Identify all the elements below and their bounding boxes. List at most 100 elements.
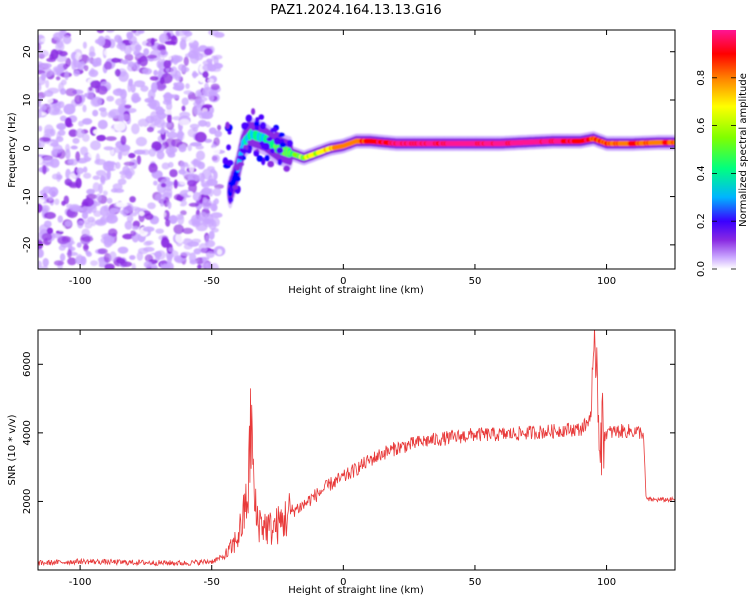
onset-blob (270, 148, 275, 154)
noise-blob (169, 169, 178, 178)
noise-blob (60, 79, 67, 86)
noise-blob (41, 233, 53, 241)
noise-blob (165, 219, 171, 227)
noise-blob (124, 53, 134, 62)
noise-blob (180, 251, 191, 257)
y-tick-label: 0 (22, 145, 33, 151)
noise-blob (111, 57, 121, 63)
noise-blob (90, 219, 97, 227)
noise-blob (59, 253, 66, 262)
spectrogram-y-ticks: -20 -10 0 10 20 (22, 45, 675, 253)
noise-blob (163, 59, 172, 69)
noise-blob (161, 263, 170, 269)
noise-blob (186, 36, 195, 43)
noise-blob (103, 146, 114, 151)
noise-blob (97, 248, 108, 255)
noise-blob (92, 175, 101, 180)
noise-blob (46, 103, 57, 108)
noise-blob (90, 260, 98, 266)
spectrogram-frame (37, 29, 676, 270)
noise-blob (86, 251, 92, 257)
noise-blob (176, 194, 184, 202)
noise-blob (166, 131, 179, 139)
noise-blob (76, 167, 84, 175)
noise-blob (113, 121, 126, 132)
noise-blob (126, 31, 134, 39)
noise-blob (201, 199, 212, 210)
noise-blob (46, 227, 54, 235)
noise-blob (206, 58, 213, 63)
noise-blob (38, 156, 43, 165)
noise-blob (68, 129, 78, 138)
noise-blob (82, 104, 87, 113)
noise-blob (117, 246, 129, 254)
signal-core (672, 139, 675, 146)
noise-blob (151, 171, 163, 178)
noise-blob (48, 186, 59, 197)
noise-blob (208, 90, 216, 96)
noise-blob (58, 30, 65, 39)
noise-blob (57, 123, 66, 131)
onset-blob (259, 141, 265, 146)
figure-title: PAZ1.2024.164.13.13.G16 (270, 3, 441, 18)
noise-blob (38, 50, 49, 58)
noise-blob (55, 50, 64, 55)
noise-blob (160, 182, 167, 188)
noise-blob (109, 208, 121, 213)
noise-blob (95, 193, 102, 202)
snr-background (38, 330, 675, 570)
noise-blob (124, 220, 133, 230)
noise-blob (94, 158, 106, 166)
noise-blob (164, 109, 173, 115)
noise-blob (84, 222, 93, 229)
snr-panel: -100 -50 0 50 100 2000 4000 6000 Height of str… (7, 329, 676, 596)
noise-blob (67, 257, 77, 266)
noise-blob (39, 193, 49, 200)
noise-blob (42, 258, 49, 267)
spectrogram-x-label: Height of straight line (km) (288, 285, 424, 296)
x-tick-label: -50 (204, 577, 220, 588)
noise-blob (108, 228, 118, 237)
x-tick-label: -100 (69, 276, 92, 287)
noise-blob (213, 32, 225, 38)
noise-blob (205, 235, 210, 245)
noise-blob (188, 202, 200, 207)
noise-blob (160, 122, 172, 128)
noise-blob (202, 257, 207, 263)
noise-blob (210, 262, 219, 269)
noise-blob (106, 197, 113, 204)
noise-blob (39, 104, 47, 113)
noise-blob (137, 30, 145, 34)
noise-blob (55, 76, 61, 81)
noise-blob (90, 80, 101, 89)
noise-blob (81, 236, 94, 242)
noise-blob (202, 104, 213, 109)
onset-blob (253, 151, 260, 157)
noise-blob (129, 255, 136, 260)
onset-blob (266, 137, 273, 142)
noise-blob (40, 265, 49, 269)
noise-blob (40, 37, 52, 43)
onset-blob (259, 122, 267, 130)
noise-blob (167, 113, 172, 124)
noise-blob (153, 180, 158, 186)
noise-blob (83, 30, 89, 35)
noise-blob (195, 145, 204, 150)
noise-blob (177, 129, 184, 141)
noise-blob (136, 251, 144, 261)
noise-blob (95, 170, 107, 177)
noise-blob (161, 235, 168, 241)
noise-blob (80, 219, 91, 224)
noise-blob (56, 131, 61, 140)
onset-blob (241, 122, 250, 128)
noise-blob (77, 61, 86, 71)
noise-blob (183, 56, 189, 67)
noise-blob (208, 230, 215, 240)
noise-blob (100, 175, 106, 185)
noise-blob (82, 41, 87, 49)
noise-blob (38, 42, 42, 52)
noise-blob (153, 69, 158, 76)
noise-blob (192, 158, 199, 165)
noise-blob (48, 196, 54, 202)
noise-blob (64, 178, 73, 186)
